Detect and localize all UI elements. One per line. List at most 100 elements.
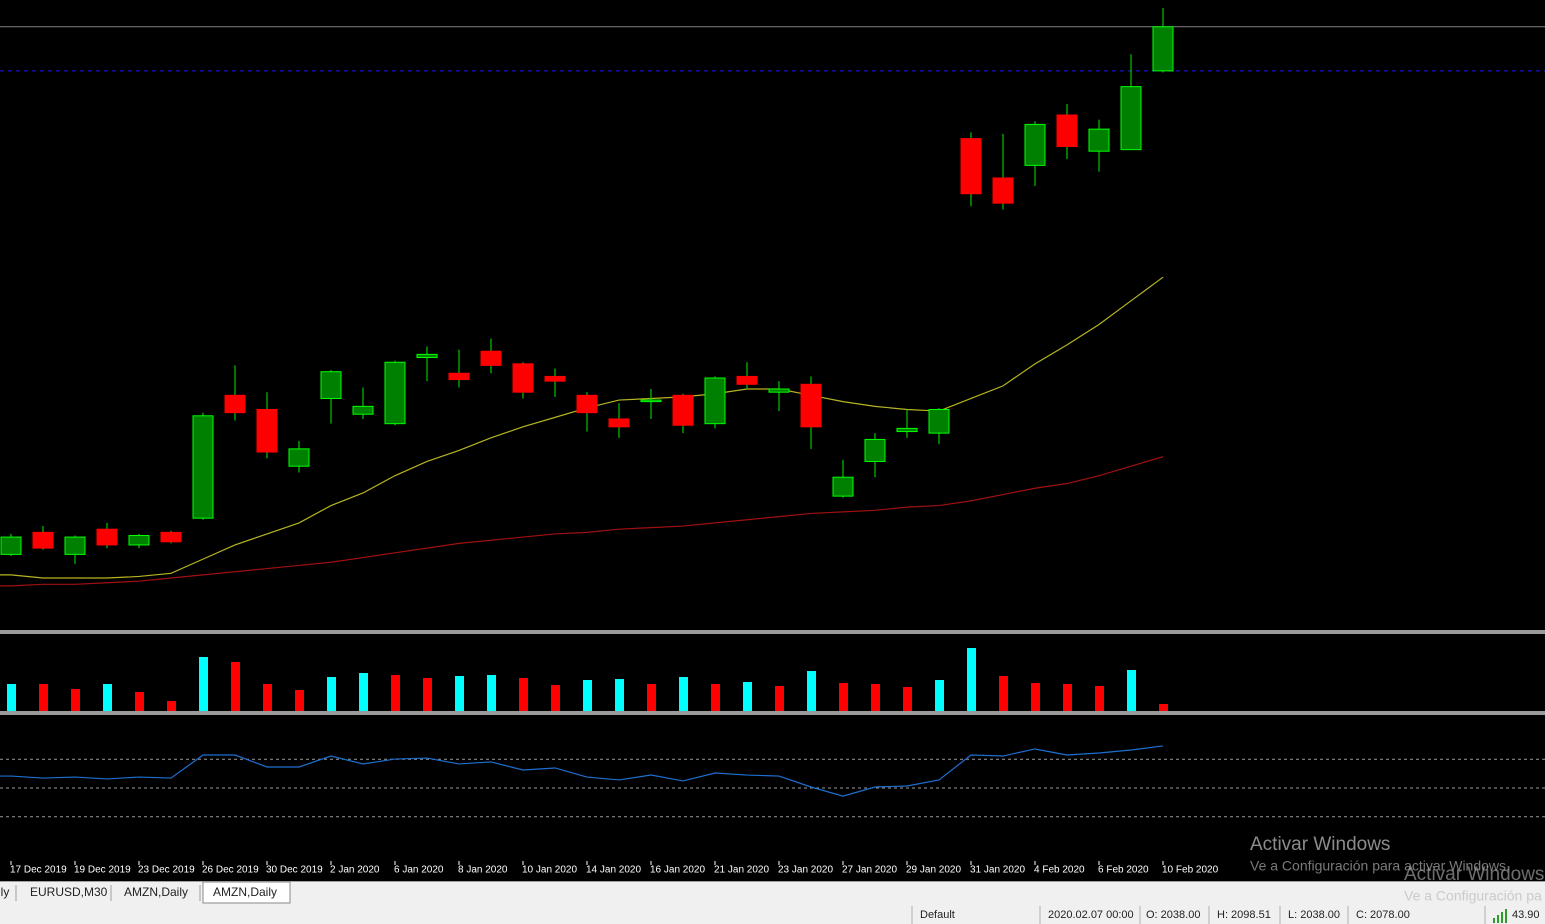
volume-bar (967, 648, 976, 711)
candle-body (160, 531, 182, 543)
volume-bar (167, 701, 176, 711)
volume-bar (519, 678, 528, 711)
active-tab[interactable]: AMZN,Daily (213, 885, 277, 899)
volume-bar (263, 684, 272, 711)
date-label: 21 Jan 2020 (714, 865, 769, 876)
volume-bar (231, 662, 240, 711)
date-label: 6 Feb 2020 (1098, 865, 1149, 876)
candle-body (672, 394, 694, 426)
candle-body (256, 409, 278, 453)
volume-bar (679, 677, 688, 711)
volume-bar (103, 684, 112, 711)
candle-body (1088, 128, 1110, 152)
volume-bar (1063, 684, 1072, 711)
candle-body (992, 177, 1014, 204)
candle-body (384, 361, 406, 425)
volume-bar (327, 677, 336, 711)
volume-bar (583, 680, 592, 711)
tab-bar (0, 881, 1545, 904)
candle-body (768, 388, 790, 393)
status-text: Default (920, 909, 955, 921)
volume-bar (295, 690, 304, 711)
candle-body (480, 350, 502, 366)
signal-icon (1493, 909, 1507, 923)
volume-bar (647, 684, 656, 711)
volume-bar (455, 676, 464, 711)
status-text: 2020.02.07 00:00 (1048, 909, 1134, 921)
candle-body (896, 427, 918, 433)
volume-bar (1159, 704, 1168, 711)
volume-bar (807, 671, 816, 711)
candle-body (608, 418, 630, 428)
status-dividers (911, 906, 1486, 924)
candle-body (1120, 86, 1142, 151)
status-text: H: 2098.51 (1217, 909, 1271, 921)
date-label: 26 Dec 2019 (202, 865, 259, 876)
moving-average-line (0, 456, 1164, 587)
candle-body (576, 394, 598, 414)
status-text: C: 2078.00 (1356, 909, 1410, 921)
candle-body (736, 375, 758, 385)
candle-body (1024, 123, 1046, 166)
candle-body (416, 353, 438, 359)
candle-body (96, 528, 118, 546)
volume-bar (871, 684, 880, 711)
watermark-ghost-text: Ve a Configuración pa (1404, 888, 1542, 904)
date-label: 23 Dec 2019 (138, 865, 195, 876)
date-label: 29 Jan 2020 (906, 865, 961, 876)
volume-bar (743, 682, 752, 711)
tab[interactable]: ily (0, 885, 9, 899)
volume-bar (775, 686, 784, 711)
volume-bar (199, 657, 208, 711)
status-bar (0, 904, 1545, 924)
volume-bar (391, 675, 400, 711)
volume-bar (1127, 670, 1136, 711)
volume-bar (423, 678, 432, 711)
candle-body (864, 438, 886, 462)
watermark-text: Ve a Configuración para activar Windows. (1250, 858, 1510, 874)
moving-average-line (0, 276, 1164, 579)
date-label: 30 Dec 2019 (266, 865, 323, 876)
candle-body (192, 415, 214, 519)
rsi-line (0, 745, 1164, 797)
candle-body (0, 536, 22, 555)
candle-body (832, 476, 854, 497)
candle-body (448, 372, 470, 381)
volume-bar (135, 692, 144, 711)
date-label: 10 Jan 2020 (522, 865, 577, 876)
candle-body (224, 394, 246, 414)
tab[interactable]: AMZN,Daily (124, 885, 188, 899)
date-label: 6 Jan 2020 (394, 865, 444, 876)
volume-bar (839, 683, 848, 711)
active-tab-box (202, 881, 291, 904)
date-label: 19 Dec 2019 (74, 865, 131, 876)
volume-bar (359, 673, 368, 711)
status-text: O: 2038.00 (1146, 909, 1200, 921)
candle-body (512, 363, 534, 393)
date-label: 16 Jan 2020 (650, 865, 705, 876)
watermark-ghost-title: Activar Windows (1404, 864, 1544, 885)
date-label: 10 Feb 2020 (1162, 865, 1219, 876)
candle-body (704, 377, 726, 425)
watermark-title: Activar Windows (1250, 834, 1390, 855)
candle-body (960, 138, 982, 195)
volume-bar (551, 685, 560, 711)
date-label: 2 Jan 2020 (330, 865, 380, 876)
volume-bar (711, 684, 720, 711)
date-label: 23 Jan 2020 (778, 865, 833, 876)
volume-bar (615, 679, 624, 711)
date-label: 4 Feb 2020 (1034, 865, 1085, 876)
candle-body (1056, 114, 1078, 147)
pane-separator (0, 630, 1545, 634)
candle-body (800, 383, 822, 428)
volume-bar (999, 676, 1008, 711)
candle-body (128, 535, 150, 546)
status-text: L: 2038.00 (1288, 909, 1340, 921)
candle-body (640, 399, 662, 403)
tab[interactable]: EURUSD,M30 (30, 885, 108, 899)
candle-body (288, 448, 310, 467)
volume-bar (1095, 686, 1104, 711)
date-label: 14 Jan 2020 (586, 865, 641, 876)
candle-body (544, 375, 566, 382)
